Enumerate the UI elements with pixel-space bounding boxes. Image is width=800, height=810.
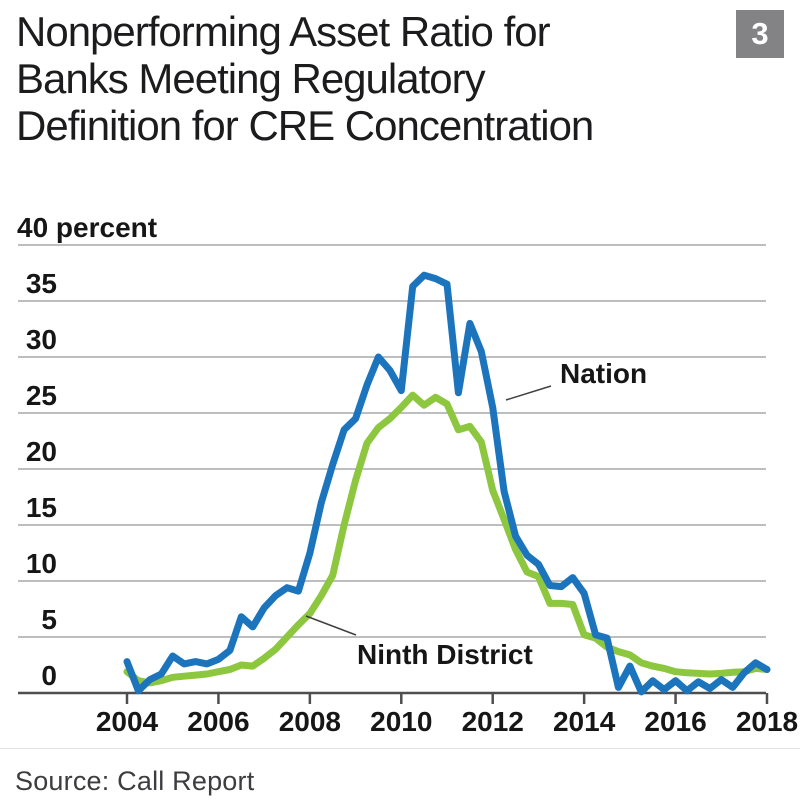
x-tick-label: 2008 <box>279 706 341 737</box>
source-note: Source: Call Report <box>15 766 255 796</box>
x-tick-label: 2004 <box>96 706 159 737</box>
chart-canvas: 0 5 10 15 20 25 30 35 40 percent 2004 2006 2008 2010… <box>17 212 798 737</box>
x-tick-label: 2010 <box>370 706 432 737</box>
x-tick-label: 2016 <box>644 706 706 737</box>
x-tick-label: 2012 <box>462 706 524 737</box>
series-line-ninth-district <box>123 391 771 687</box>
chart-title: Nonperforming Asset Ratio for Banks Meet… <box>16 8 594 149</box>
series-line-nation <box>123 271 771 696</box>
annotation-leader-line <box>505 385 552 401</box>
x-tick-label: 2018 <box>736 706 798 737</box>
y-tick-label: 35 <box>26 268 57 299</box>
series-label-nation: Nation <box>560 358 647 389</box>
annotation-leader-line <box>305 615 357 636</box>
y-tick-label: 10 <box>26 548 57 579</box>
y-tick-label: 30 <box>26 324 57 355</box>
series-label-ninth-district: Ninth District <box>357 639 533 670</box>
y-tick-label: 40 percent <box>17 212 157 243</box>
figure-number-badge: 3 <box>736 10 784 58</box>
x-tick-label: 2006 <box>187 706 249 737</box>
footer-divider <box>0 748 800 749</box>
y-tick-label: 15 <box>26 492 57 523</box>
y-tick-label: 0 <box>41 660 57 691</box>
y-tick-label: 25 <box>26 380 57 411</box>
y-tick-label: 5 <box>41 604 57 635</box>
y-tick-label: 20 <box>26 436 57 467</box>
x-tick-label: 2014 <box>553 706 616 737</box>
